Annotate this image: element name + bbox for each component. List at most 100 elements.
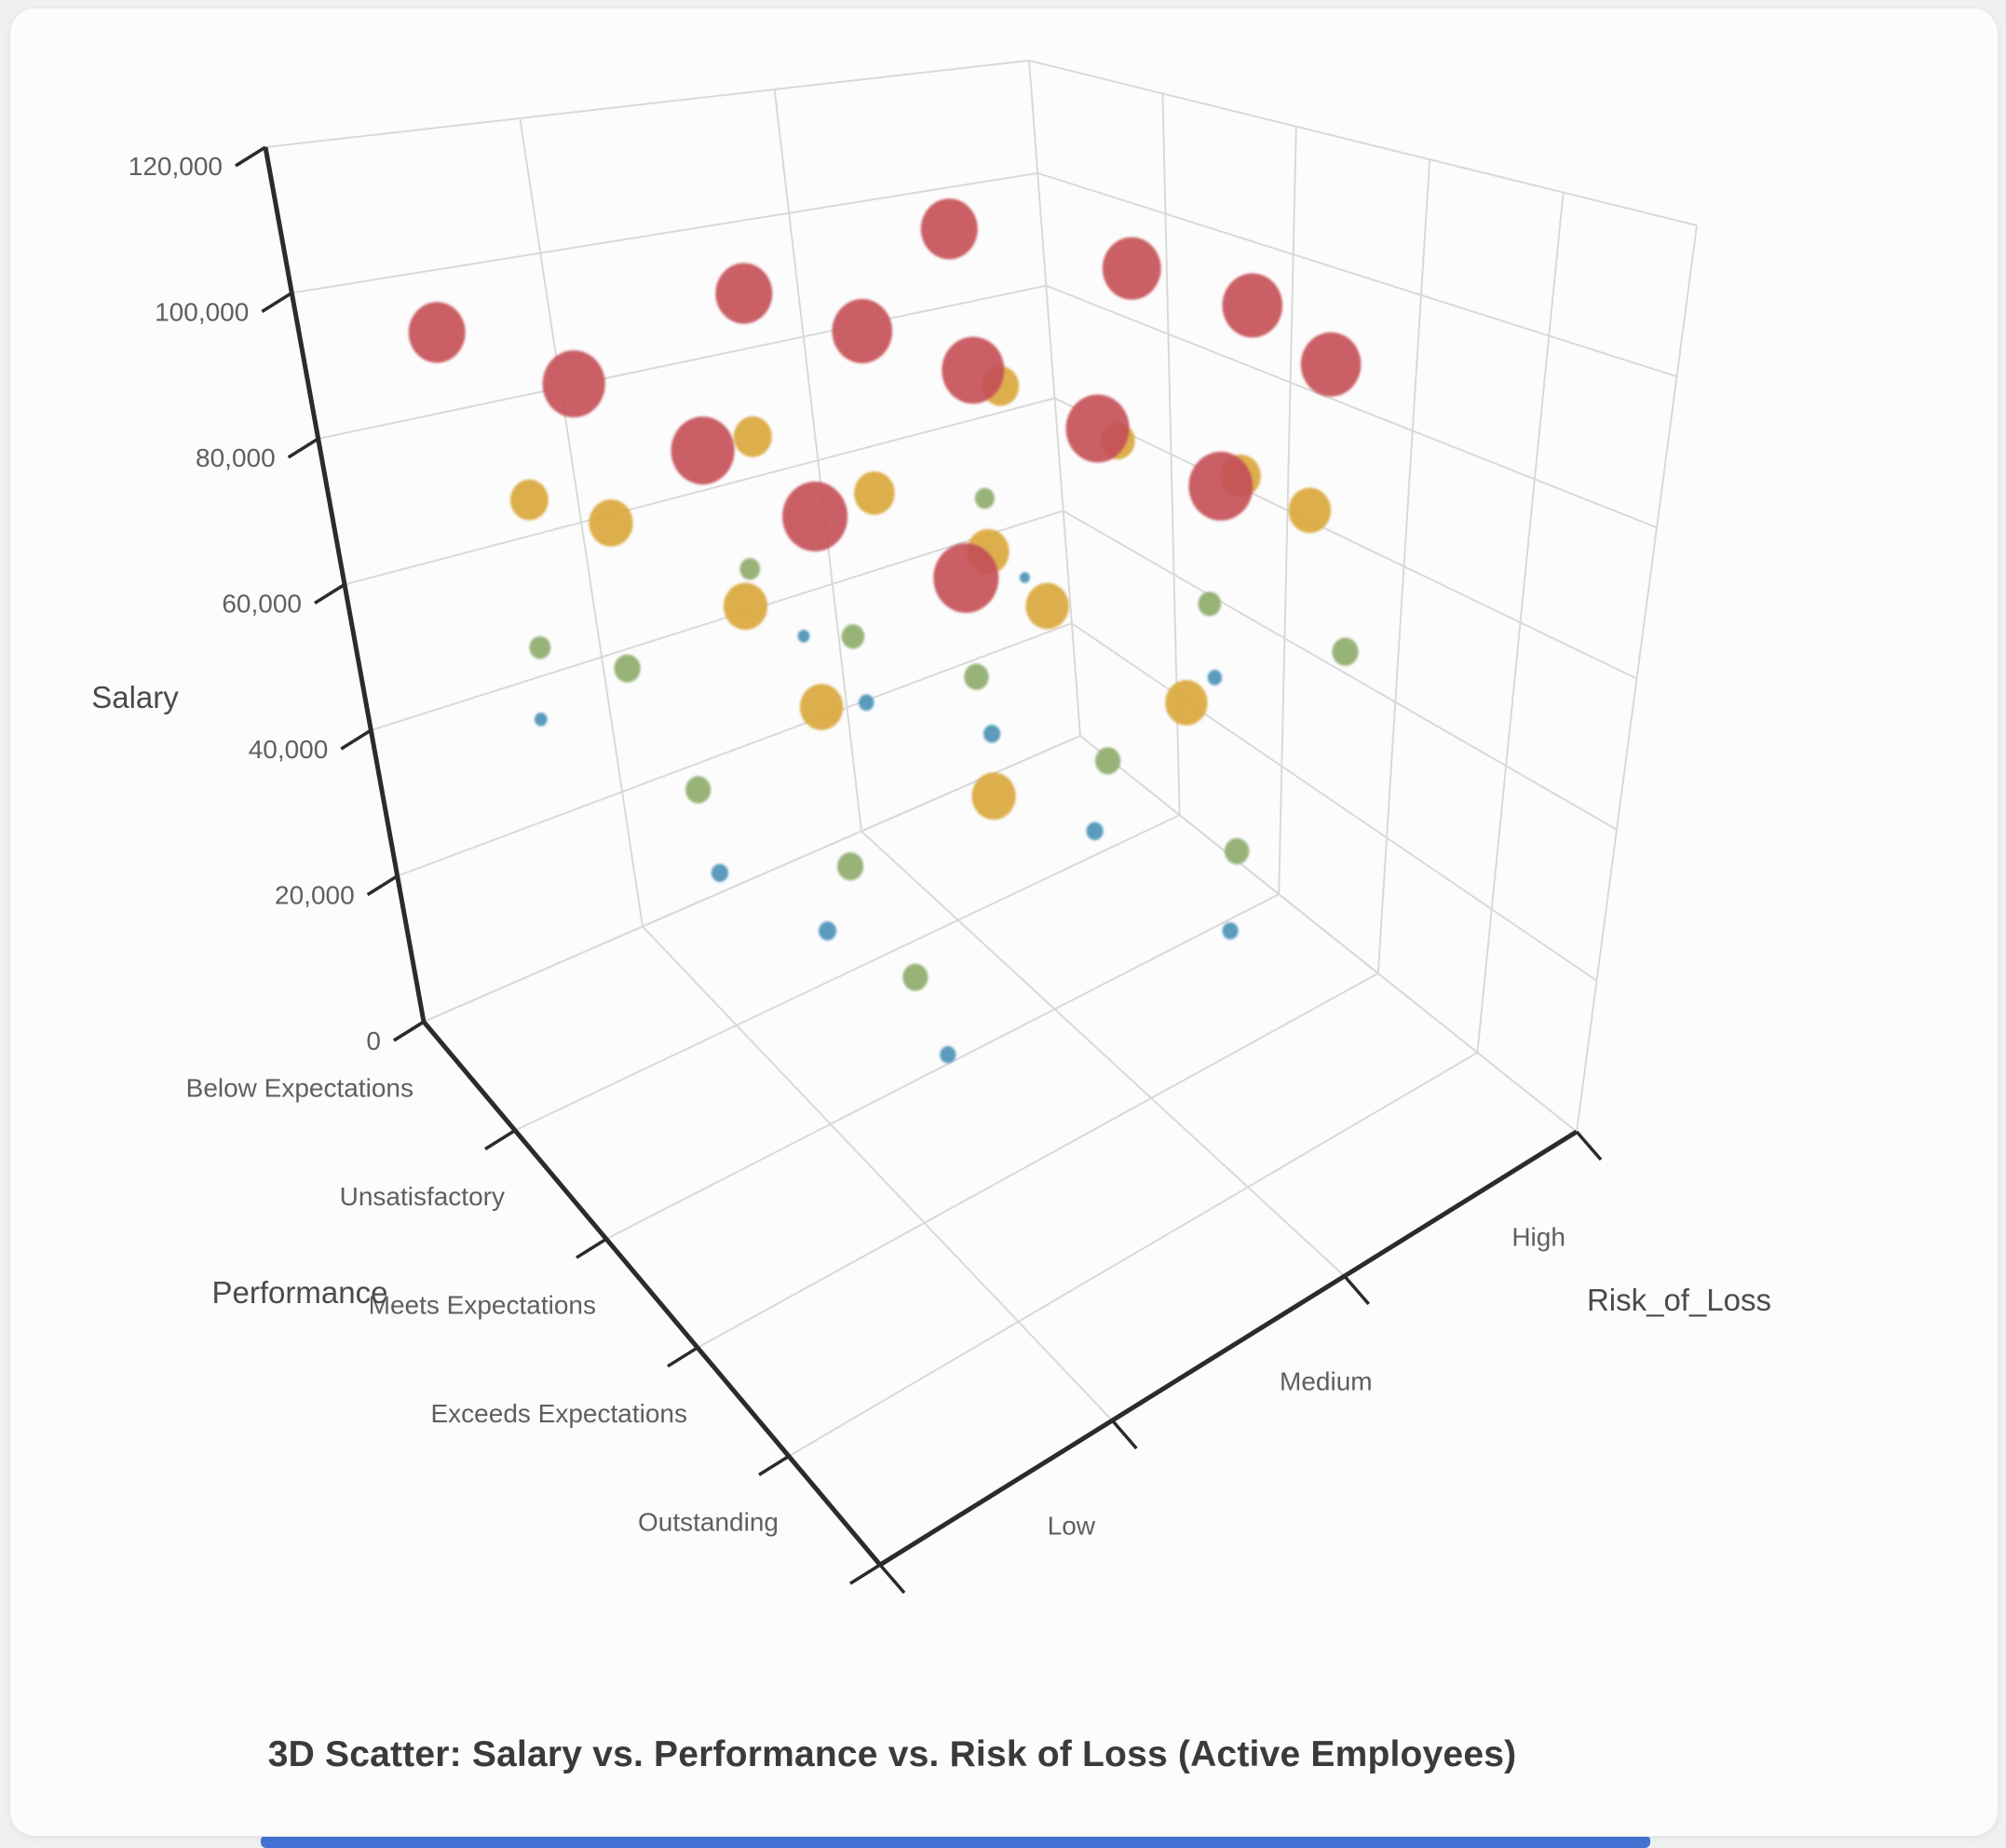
performance-tick <box>576 1237 607 1259</box>
bottom-window-edge <box>261 1835 1650 1848</box>
data-point[interactable] <box>859 694 874 712</box>
grid-floor-risk-line <box>642 925 1114 1421</box>
grid-right-wall-horizontal <box>1045 284 1658 529</box>
salary-tick-label: 20,000 <box>275 881 355 910</box>
risk-axis-title: Risk_of_Loss <box>1587 1283 1771 1317</box>
salary-tick <box>340 728 373 751</box>
data-point[interactable] <box>1025 582 1069 630</box>
performance-axis-title: Performance <box>212 1275 388 1310</box>
data-point[interactable] <box>819 921 837 941</box>
grid-right-wall-vertical <box>1278 126 1297 895</box>
performance-tick-label: Exceeds Expectations <box>431 1399 688 1428</box>
grid-left-wall-horizontal <box>397 622 1073 877</box>
data-point[interactable] <box>542 350 605 418</box>
data-point[interactable] <box>1224 837 1250 865</box>
grid-right-wall-horizontal <box>1071 622 1598 982</box>
data-point[interactable] <box>964 663 989 690</box>
data-point[interactable] <box>1198 591 1222 617</box>
data-point[interactable] <box>1095 747 1121 775</box>
data-point[interactable] <box>1019 572 1030 583</box>
risk-tick-label: Low <box>1048 1512 1096 1541</box>
data-point[interactable] <box>782 482 848 551</box>
data-point[interactable] <box>715 263 773 324</box>
data-point[interactable] <box>1102 237 1161 300</box>
data-point[interactable] <box>1065 394 1130 463</box>
salary-tick <box>235 145 266 168</box>
data-point[interactable] <box>983 725 1001 743</box>
risk-tick <box>1575 1130 1603 1162</box>
salary-tick <box>314 583 346 605</box>
data-point[interactable] <box>799 684 844 730</box>
data-point[interactable] <box>920 198 978 260</box>
data-point[interactable] <box>902 963 928 991</box>
data-point[interactable] <box>854 471 895 515</box>
performance-tick <box>667 1346 698 1368</box>
grid-left-wall-vertical <box>773 88 862 832</box>
performance-tick-label: Outstanding <box>638 1508 779 1537</box>
data-point[interactable] <box>509 479 549 521</box>
data-point[interactable] <box>1288 487 1332 534</box>
performance-tick <box>849 1563 881 1585</box>
grid-right-wall-horizontal <box>1028 60 1698 226</box>
data-point[interactable] <box>685 776 712 804</box>
box-edge <box>423 735 1081 1023</box>
data-point[interactable] <box>1188 451 1254 521</box>
data-point[interactable] <box>589 499 633 547</box>
axis-tick-labels: 0 20,000 40,000 60,000 80,000 100,000 120,000 B… <box>129 152 1565 1541</box>
performance-tick-label: Unsatisfactory <box>340 1182 505 1211</box>
data-point[interactable] <box>1165 680 1208 726</box>
data-point[interactable] <box>671 416 735 485</box>
grid-lines <box>264 60 1698 1458</box>
grid-left-wall-vertical <box>519 117 644 927</box>
data-point[interactable] <box>971 772 1016 820</box>
data-point[interactable] <box>933 543 999 613</box>
data-point[interactable] <box>1332 637 1359 666</box>
grid-left-wall-horizontal <box>344 397 1055 586</box>
data-point[interactable] <box>1086 822 1104 840</box>
data-point[interactable] <box>1222 922 1239 940</box>
grid-left-wall-horizontal <box>291 171 1038 294</box>
salary-tick-label: 100,000 <box>155 298 249 327</box>
grid-floor-perf-line <box>605 893 1280 1241</box>
data-point[interactable] <box>739 558 761 580</box>
data-point[interactable] <box>942 336 1005 404</box>
performance-tick <box>393 1020 425 1042</box>
data-point[interactable] <box>832 299 893 363</box>
data-point[interactable] <box>797 630 810 643</box>
data-point[interactable] <box>723 582 768 631</box>
salary-tick-label: 80,000 <box>196 443 276 472</box>
data-point[interactable] <box>408 302 466 363</box>
risk-tick <box>878 1563 906 1595</box>
data-point[interactable] <box>1300 332 1362 397</box>
grid-left-wall-horizontal <box>318 284 1047 440</box>
risk-tick-label: High <box>1511 1223 1565 1252</box>
box-edge <box>1079 735 1578 1133</box>
salary-tick <box>261 292 293 313</box>
performance-tick-label: Meets Expectations <box>369 1291 596 1320</box>
data-point[interactable] <box>1207 670 1223 686</box>
data-point[interactable] <box>711 863 729 882</box>
data-point[interactable] <box>614 654 641 683</box>
performance-tick <box>484 1129 516 1151</box>
grid-left-wall-horizontal <box>371 510 1064 731</box>
salary-axis-title: Salary <box>91 680 179 714</box>
grid-right-wall-vertical <box>1476 192 1565 1053</box>
performance-axis <box>422 1020 882 1567</box>
performance-tick <box>758 1454 790 1476</box>
grid-floor-perf-line <box>788 1052 1478 1458</box>
data-point[interactable] <box>940 1046 956 1064</box>
data-point[interactable] <box>841 624 865 649</box>
risk-tick-label: Medium <box>1280 1367 1373 1396</box>
salary-tick <box>366 875 399 896</box>
box-edge <box>1576 224 1698 1133</box>
data-point[interactable] <box>837 852 864 881</box>
grid-left-wall-horizontal <box>264 60 1030 148</box>
data-point[interactable] <box>535 713 548 727</box>
data-point[interactable] <box>974 487 995 510</box>
data-point[interactable] <box>1222 273 1283 338</box>
data-point[interactable] <box>529 636 551 659</box>
salary-tick-label: 120,000 <box>129 152 223 181</box>
data-point[interactable] <box>733 415 772 457</box>
